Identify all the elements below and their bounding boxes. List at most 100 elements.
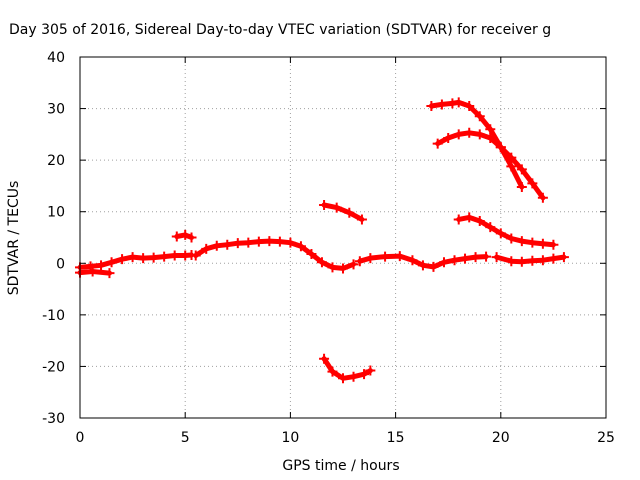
data-point-marker [470,252,481,263]
y-tick-label: 30 [47,102,65,118]
data-point-marker [264,236,275,247]
data-point-marker [222,239,233,250]
data-point-marker [159,251,170,262]
data-point-marker [453,214,464,225]
x-tick-label: 25 [597,430,615,446]
data-point-marker [485,124,496,135]
data-point-marker [506,161,517,172]
data-point-marker [127,252,138,263]
data-point-marker [394,251,405,262]
data-point-marker [87,266,98,277]
data-point-marker [104,268,115,279]
series-arc4 [193,238,356,271]
data-point-marker [474,215,485,226]
data-point-marker [253,236,264,247]
series-arc8 [428,99,525,190]
data-point-marker [285,237,296,248]
series-arc7 [321,202,365,222]
data-point-marker [344,207,355,218]
data-point-marker [548,253,559,264]
data-point-marker [516,256,527,267]
chart-title: Day 305 of 2016, Sidereal Day-to-day VTE… [9,22,551,38]
data-point-marker [306,249,317,260]
x-tick-label: 10 [281,430,299,446]
data-point-marker [171,231,182,242]
data-point-marker [365,365,376,376]
data-point-marker [327,262,338,273]
data-point-marker [338,263,348,274]
data-point-marker [527,255,538,266]
data-point-marker [516,164,527,175]
data-point-marker [464,127,475,138]
data-point-marker [426,100,437,111]
data-point-marker [169,250,180,261]
data-point-marker [506,233,517,244]
data-point-marker [537,238,548,249]
y-tick-label: 0 [56,256,65,272]
data-point-marker [558,252,569,263]
x-tick-label: 5 [181,430,190,446]
data-point-marker [319,200,330,211]
plot-frame [79,56,607,419]
data-point-marker [485,222,496,233]
x-tick-label: 20 [492,430,510,446]
data-point-marker [453,97,464,108]
data-point-marker [436,99,447,110]
data-point-marker [443,132,454,143]
data-point-marker [117,254,128,265]
x-axis-label: GPS time / hours [282,458,399,474]
data-point-marker [106,257,117,268]
data-point-marker [474,129,485,140]
data-point-marker [537,192,548,203]
data-point-marker [138,253,149,264]
axis-ticks: 0 5 10 15 20 25 -30 -20 -10 0 10 20 30 40 [42,50,615,446]
data-point-marker [232,238,243,249]
data-point-marker [474,111,485,122]
data-point-marker [190,250,201,261]
data-point-marker [460,253,471,264]
data-point-marker [491,252,502,263]
data-point-marker [180,229,191,240]
data-point-marker [327,366,338,377]
data-point-marker [548,239,559,250]
x-tick-label: 0 [76,430,85,446]
y-tick-label: 10 [47,205,65,221]
data-point-marker [148,252,159,263]
data-point-marker [338,373,348,384]
data-point-marker [495,228,506,239]
data-point-marker [481,251,492,262]
data-point-marker [453,129,464,140]
data-point-marker [348,371,359,382]
data-point-marker [331,202,342,213]
data-point-marker [516,181,527,192]
y-tick-label: -10 [42,308,65,324]
x-tick-label: 15 [387,430,405,446]
data-point-marker [359,369,370,380]
data-point-marker [243,237,254,248]
data-point-marker [537,255,548,266]
data-point-marker [527,178,538,189]
data-point-marker [348,259,359,270]
data-point-marker [495,142,506,153]
data-point-marker [365,253,376,264]
y-tick-label: 40 [47,50,65,66]
data-point-marker [356,214,367,225]
series-arc10 [456,214,556,248]
data-point-marker [464,212,475,223]
data-point-marker [506,256,517,267]
data-point-marker [527,237,538,248]
data-point-marker [295,241,306,252]
data-series [75,97,569,384]
data-point-marker [186,232,197,243]
y-tick-label: -30 [42,411,65,427]
data-point-marker [449,255,460,266]
y-tick-label: 20 [47,153,65,169]
data-point-marker [506,152,517,163]
data-point-marker [354,256,365,267]
data-point-marker [417,260,428,271]
data-point-marker [316,257,327,268]
grid-lines [80,57,606,418]
data-point-marker [407,255,418,266]
data-point-marker [211,240,222,251]
